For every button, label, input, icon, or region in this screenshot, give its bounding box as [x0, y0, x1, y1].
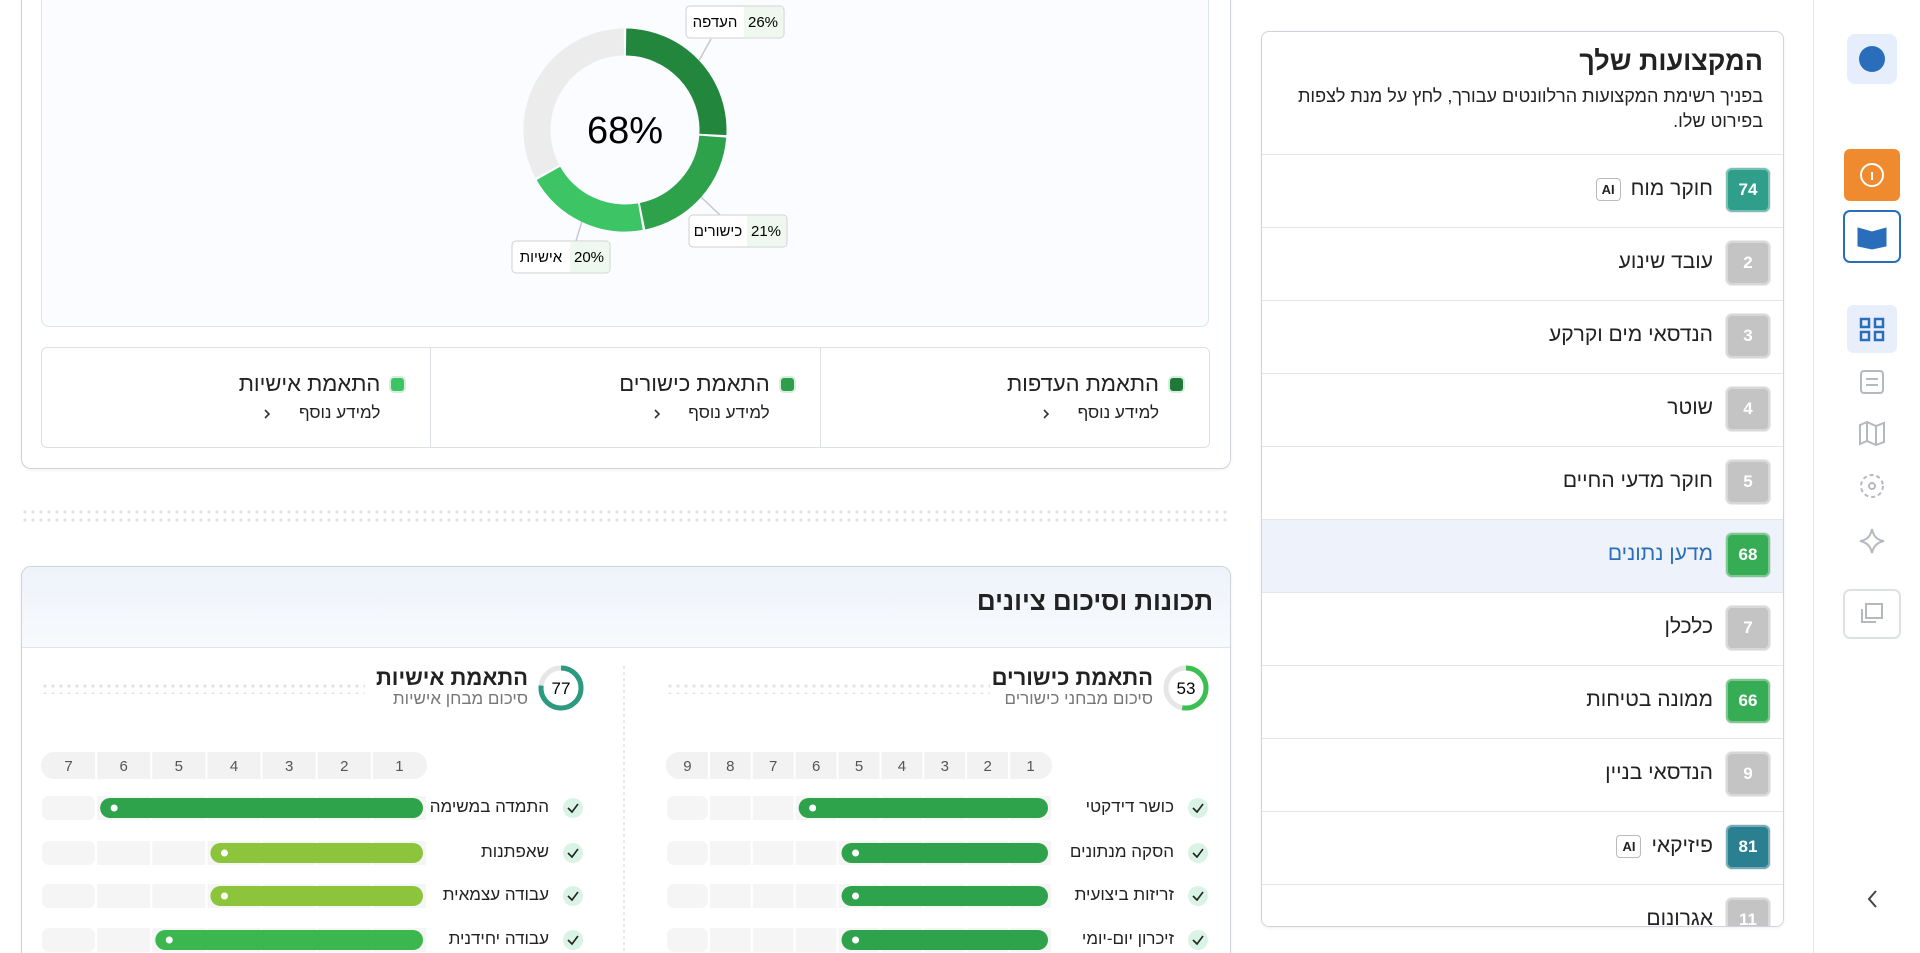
profession-score: 5 — [1726, 460, 1770, 504]
profession-score: 4 — [1726, 387, 1770, 431]
professions-title: המקצועות שלך — [1579, 46, 1763, 76]
chevron — [264, 409, 271, 419]
legend-link: למידע נוסף — [688, 403, 770, 422]
profession-label: ממונה בטיחות — [1586, 688, 1713, 711]
profession-row[interactable]: 81 פיזיקאי AI — [1262, 811, 1783, 884]
panel-subtitle: סיכום מבחן אישיות — [392, 689, 528, 708]
profession-score: 74 — [1726, 168, 1770, 212]
trait-name: עבודה יחידנית — [448, 929, 549, 948]
profession-label: פיזיקאי — [1651, 834, 1713, 857]
legend-link: למידע נוסף — [298, 403, 381, 422]
profession-row[interactable]: 68 מדען נתונים — [1262, 519, 1783, 592]
profession-label: הנדסאי בניין — [1605, 761, 1713, 784]
book-icon — [1857, 227, 1887, 250]
profession-label: כלכלן — [1664, 615, 1714, 638]
trait-name: התמדה במשימה — [429, 797, 549, 816]
profession-row[interactable]: 3 הנדסאי מים וקרקע — [1262, 300, 1783, 373]
sidebar — [1843, 34, 1901, 908]
profession-row[interactable]: 7 כלכלן — [1262, 592, 1783, 665]
profession-name: חוקר מדעי החיים — [1563, 469, 1713, 493]
profession-score: 11 — [1726, 898, 1770, 926]
panel-title: התאמת כישורים — [991, 665, 1153, 690]
dashboard-icon — [1859, 317, 1885, 342]
logo-icon — [1859, 46, 1885, 72]
profession-name: עובד שינוע — [1619, 250, 1713, 274]
sidebar-border — [1813, 0, 1814, 953]
legend-title: התאמת כישורים — [619, 371, 770, 396]
profession-name: פיזיקאי AI — [1616, 834, 1713, 858]
profession-row[interactable]: 4 שוטר — [1262, 373, 1783, 446]
profession-name: הנדסאי מים וקרקע — [1549, 323, 1713, 347]
legend-title: התאמת העדפות — [1006, 371, 1159, 396]
profession-score: 66 — [1726, 679, 1770, 723]
donut-panel — [41, 0, 1209, 327]
profession-row[interactable]: 11 אגרונום — [1262, 884, 1783, 927]
dashboard-button[interactable] — [1847, 305, 1897, 353]
traits-title: תכונות וסיכום ציונים — [976, 586, 1213, 616]
profession-row[interactable]: 2 עובד שינוע — [1262, 227, 1783, 300]
chevron-line — [1043, 409, 1050, 419]
info-icon — [1860, 163, 1884, 187]
nav-icons[interactable] — [1843, 370, 1901, 908]
trait-name: זריזות ביצועית — [1074, 885, 1174, 904]
legend-swatch — [780, 378, 794, 391]
chevron — [654, 409, 660, 419]
profession-row[interactable]: 5 חוקר מדעי החיים — [1262, 446, 1783, 519]
profession-name: כלכלן — [1665, 615, 1714, 639]
profession-score: 2 — [1726, 241, 1770, 285]
profession-name: מדען נתונים — [1608, 542, 1713, 566]
professions-panel: המקצועות שלך בפניך רשימת המקצועות הרלוונ… — [1261, 31, 1784, 927]
chevron-line — [654, 409, 660, 419]
profession-label: עובד שינוע — [1618, 250, 1713, 273]
traits-header — [22, 567, 1230, 648]
profession-score: 81 — [1726, 825, 1770, 869]
traits-card — [21, 566, 1231, 953]
profession-label: חוקר מוח — [1630, 177, 1713, 200]
legend-swatch — [1170, 378, 1183, 391]
profession-row[interactable]: 66 ממונה בטיחות — [1262, 665, 1783, 738]
profession-score: 9 — [1726, 752, 1770, 796]
legend-item[interactable]: התאמת כישורים למידע נוסף — [431, 348, 821, 447]
profession-name: שוטר — [1667, 396, 1713, 420]
profession-row[interactable]: 9 הנדסאי בניין — [1262, 738, 1783, 811]
legend-item[interactable]: התאמת העדפות למידע נוסף — [821, 348, 1209, 447]
legend-item[interactable]: התאמת אישיות למידע נוסף — [42, 348, 432, 447]
trait-name: שאפתנות — [481, 842, 549, 861]
dotted-rule — [41, 682, 365, 694]
profession-label: הנדסאי מים וקרקע — [1549, 323, 1713, 346]
profession-label: אגרונום — [1646, 907, 1713, 927]
dotted-rule — [666, 682, 990, 694]
trait-name: עבודה עצמאית — [442, 885, 549, 904]
ai-tag: AI — [1595, 177, 1621, 201]
trait-name: זיכרון יום-יומי — [1081, 929, 1174, 948]
trait-name: כושר דידקטי — [1085, 797, 1174, 816]
profession-score: 68 — [1726, 533, 1770, 577]
panel-title: התאמת אישיות — [376, 665, 528, 690]
legend-link: למידע נוסף — [1077, 403, 1159, 422]
chevron — [1043, 409, 1050, 419]
profession-label: חוקר מדעי החיים — [1562, 469, 1713, 492]
profession-score: 3 — [1726, 314, 1770, 358]
ai-tag: AI — [1616, 834, 1642, 858]
profession-name: ממונה בטיחות — [1586, 688, 1713, 712]
legend-title: התאמת אישיות — [238, 371, 381, 396]
legend-swatch — [391, 378, 405, 391]
trait-name: הסקה מנתונים — [1069, 842, 1174, 861]
profession-label: שוטר — [1667, 396, 1713, 419]
professions-description: בפניך רשימת המקצועות הרלוונטים עבורך, לח… — [1297, 86, 1763, 131]
panel-subtitle: סיכום מבחני כישורים — [1004, 689, 1153, 708]
profession-row[interactable]: 74 חוקר מוח AI — [1262, 154, 1783, 227]
chevron-line — [264, 409, 271, 419]
separator — [21, 508, 1229, 526]
profession-name: אגרונום — [1646, 907, 1713, 927]
profession-label: מדען נתונים — [1607, 542, 1713, 565]
profession-name: חוקר מוח AI — [1595, 177, 1713, 201]
legend: התאמת העדפות למידע נוסף התאמת כישורים למידע… — [41, 347, 1210, 448]
profession-score: 7 — [1726, 606, 1770, 650]
profession-name: הנדסאי בניין — [1605, 761, 1713, 785]
